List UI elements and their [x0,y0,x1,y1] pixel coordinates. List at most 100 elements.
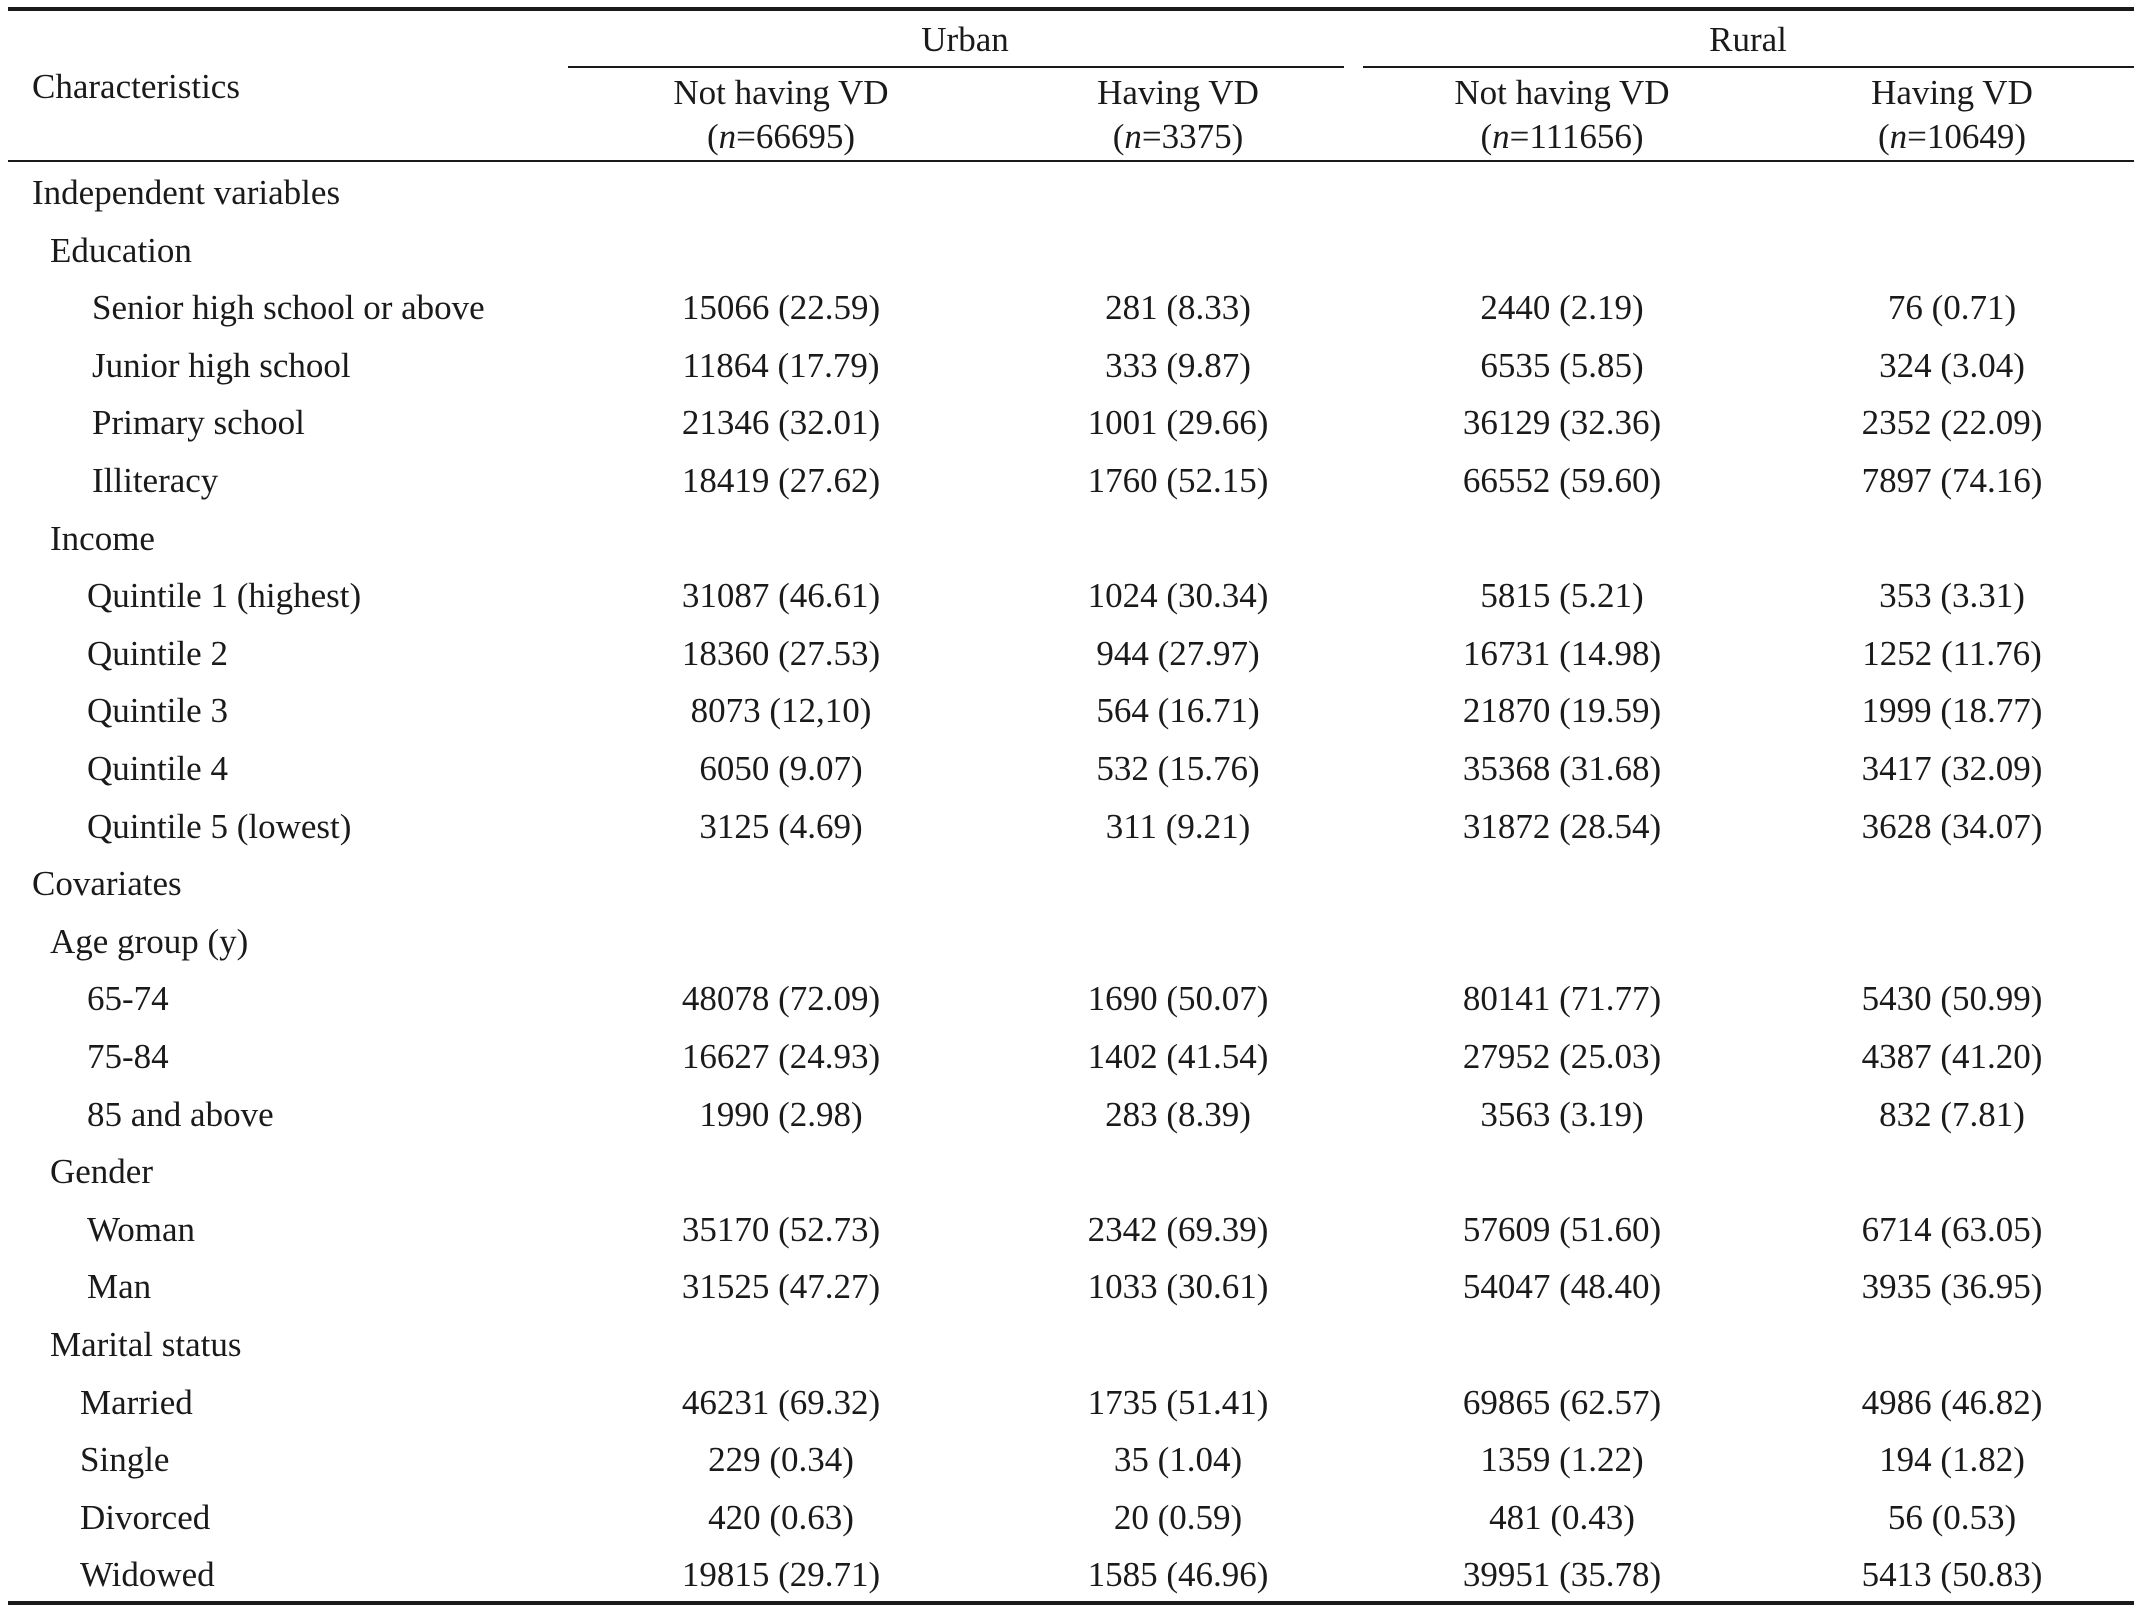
n-symbol: n [1124,117,1142,156]
n-symbol: n [718,117,737,156]
section-heading: Age group (y) [50,922,249,961]
table-cell: 2342 (69.39) [1087,1210,1269,1249]
table-cell: 532 (15.76) [1096,749,1260,788]
table-cell: 35170 (52.73) [681,1210,881,1249]
table-cell: 21870 (19.59) [1462,691,1662,730]
table-cell: 69865 (62.57) [1462,1383,1662,1422]
row-label: Married [80,1383,193,1422]
table-cell: 3563 (3.19) [1480,1095,1644,1134]
table-cell: 1990 (2.98) [699,1095,863,1134]
table-cell: 46231 (69.32) [681,1383,881,1422]
group-header-rural: Rural [1709,20,1787,59]
table-cell: 7897 (74.16) [1861,461,2043,500]
table-cell: 944 (27.97) [1096,634,1260,673]
table-cell: 3417 (32.09) [1861,749,2043,788]
table-cell: 39951 (35.78) [1462,1555,1662,1594]
group-header-urban: Urban [921,20,1009,59]
table-cell: 27952 (25.03) [1462,1037,1662,1076]
table-cell: 31872 (28.54) [1462,807,1662,846]
row-label: Quintile 3 [87,691,228,730]
row-label: Illiteracy [92,461,219,500]
row-label: Junior high school [92,346,351,385]
n-open-paren: ( [1480,117,1493,156]
table-cell: 6050 (9.07) [699,749,863,788]
table-cell: 1024 (30.34) [1087,576,1269,615]
n-symbol: n [1492,117,1510,156]
column-header-label: Not having VD [1454,73,1670,112]
table-cell: 420 (0.63) [708,1498,854,1537]
table-cell: 15066 (22.59) [681,288,881,327]
table-cell: 16627 (24.93) [681,1037,881,1076]
header-bottom-rule [8,160,2134,162]
table-cell: 333 (9.87) [1105,346,1251,385]
column-header-n: (n=3375) [1113,117,1244,157]
table-cell: 3935 (36.95) [1861,1267,2043,1306]
row-label: Quintile 4 [87,749,228,788]
row-label: 85 and above [87,1095,274,1134]
table-cell: 3125 (4.69) [699,807,863,846]
n-value: =111656) [1509,117,1644,156]
table-cell: 281 (8.33) [1105,288,1251,327]
table-cell: 3628 (34.07) [1861,807,2043,846]
table-cell: 31087 (46.61) [681,576,881,615]
section-heading: Education [50,231,192,270]
row-label: Divorced [80,1498,211,1537]
table-cell: 194 (1.82) [1879,1440,2025,1479]
row-label: Woman [87,1210,195,1249]
section-heading: Income [50,519,155,558]
column-header-label: Having VD [1097,73,1259,112]
table-cell: 2440 (2.19) [1480,288,1644,327]
row-label: 65-74 [87,979,169,1018]
stub-header: Characteristics [32,67,240,106]
section-heading: Independent variables [32,173,341,212]
column-header-label: Not having VD [673,73,889,112]
row-label: Quintile 2 [87,634,228,673]
n-open-paren: ( [1112,117,1125,156]
row-label: Senior high school or above [92,288,485,327]
table-cell: 5815 (5.21) [1480,576,1644,615]
table-cell: 11864 (17.79) [682,346,880,385]
n-value: =10649) [1907,117,2027,156]
table-cell: 229 (0.34) [708,1440,854,1479]
table-cell: 564 (16.71) [1096,691,1260,730]
table-cell: 19815 (29.71) [681,1555,881,1594]
table-cell: 18419 (27.62) [681,461,881,500]
table-cell: 80141 (71.77) [1462,979,1662,1018]
rural-span-rule [1363,66,2134,68]
table-cell: 5413 (50.83) [1861,1555,2043,1594]
table-cell: 6535 (5.85) [1480,346,1644,385]
table-cell: 283 (8.39) [1105,1095,1251,1134]
table-cell: 35368 (31.68) [1462,749,1662,788]
table-cell: 1252 (11.76) [1862,634,2042,673]
table-cell: 1999 (18.77) [1861,691,2043,730]
table-cell: 1585 (46.96) [1087,1555,1269,1594]
table-cell: 353 (3.31) [1879,576,2025,615]
table-cell: 57609 (51.60) [1462,1210,1662,1249]
row-label: Widowed [80,1555,215,1594]
n-value: =66695) [736,117,856,156]
column-header-n: (n=66695) [707,117,855,157]
table-cell: 2352 (22.09) [1861,403,2043,442]
table-cell: 18360 (27.53) [681,634,881,673]
column-header-n: (n=111656) [1481,117,1644,157]
table-cell: 31525 (47.27) [681,1267,881,1306]
n-symbol: n [1889,117,1908,156]
column-header-n: (n=10649) [1878,117,2026,157]
table-cell: 35 (1.04) [1113,1440,1243,1479]
section-heading: Gender [50,1152,154,1191]
row-label: Primary school [92,403,305,442]
table-cell: 1001 (29.66) [1087,403,1269,442]
row-label: Quintile 1 (highest) [87,576,362,615]
table-cell: 20 (0.59) [1113,1498,1243,1537]
table-cell: 1402 (41.54) [1087,1037,1269,1076]
table-cell: 832 (7.81) [1879,1095,2025,1134]
n-open-paren: ( [1877,117,1890,156]
table-cell: 66552 (59.60) [1462,461,1662,500]
table-cell: 1690 (50.07) [1087,979,1269,1018]
table-cell: 1760 (52.15) [1087,461,1269,500]
column-header-label: Having VD [1871,73,2033,112]
table-cell: 5430 (50.99) [1861,979,2043,1018]
table-cell: 311 (9.21) [1105,807,1251,846]
table-cell: 8073 (12,10) [690,691,872,730]
